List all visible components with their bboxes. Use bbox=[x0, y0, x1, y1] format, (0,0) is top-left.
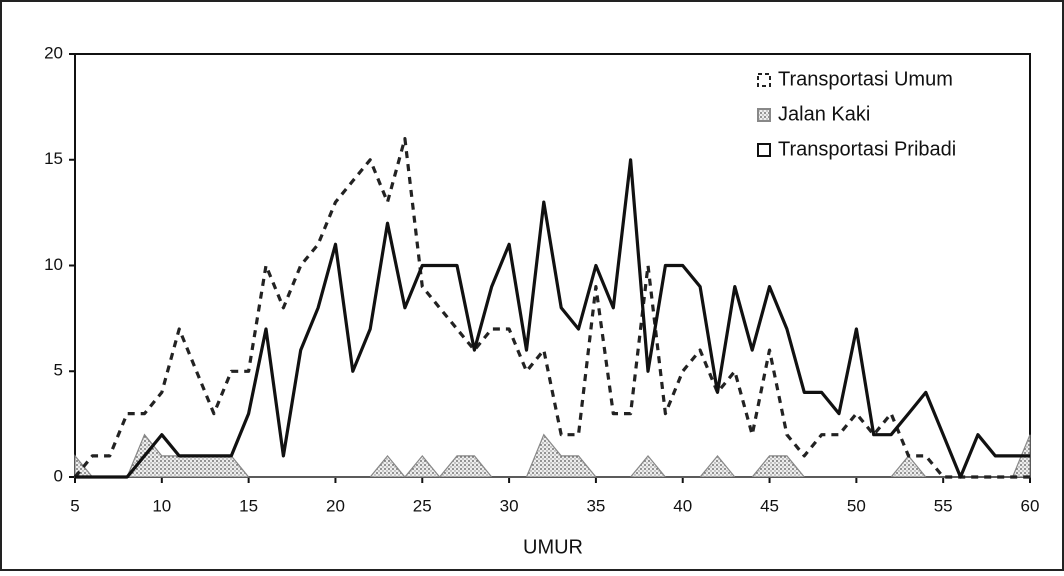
y-tick-label: 10 bbox=[44, 255, 63, 274]
x-tick-label: 50 bbox=[847, 496, 866, 515]
y-tick-label: 20 bbox=[44, 43, 63, 62]
x-tick-label: 20 bbox=[326, 496, 345, 515]
x-tick-label: 40 bbox=[673, 496, 692, 515]
area-series bbox=[74, 433, 1031, 478]
x-tick-label: 45 bbox=[760, 496, 779, 515]
legend-swatch bbox=[757, 108, 771, 122]
x-tick-label: 35 bbox=[586, 496, 605, 515]
y-tick-label: 0 bbox=[54, 466, 63, 485]
x-tick-label: 55 bbox=[934, 496, 953, 515]
x-tick-label: 5 bbox=[70, 496, 79, 515]
x-tick-label: 10 bbox=[152, 496, 171, 515]
line-series bbox=[75, 158, 1030, 479]
legend-swatch bbox=[757, 143, 771, 157]
x-tick-label: 60 bbox=[1021, 496, 1040, 515]
y-tick-label: 5 bbox=[54, 361, 63, 380]
legend-label: Jalan Kaki bbox=[778, 103, 870, 125]
y-tick-label: 15 bbox=[44, 149, 63, 168]
legend-label: Transportasi Umum bbox=[778, 68, 953, 90]
x-tick-label: 30 bbox=[500, 496, 519, 515]
x-axis-label: UMUR bbox=[523, 536, 583, 558]
legend-swatch bbox=[757, 73, 771, 87]
x-tick-label: 15 bbox=[239, 496, 258, 515]
x-tick-label: 25 bbox=[413, 496, 432, 515]
legend-label: Transportasi Pribadi bbox=[778, 138, 956, 160]
line-series bbox=[73, 137, 1030, 479]
